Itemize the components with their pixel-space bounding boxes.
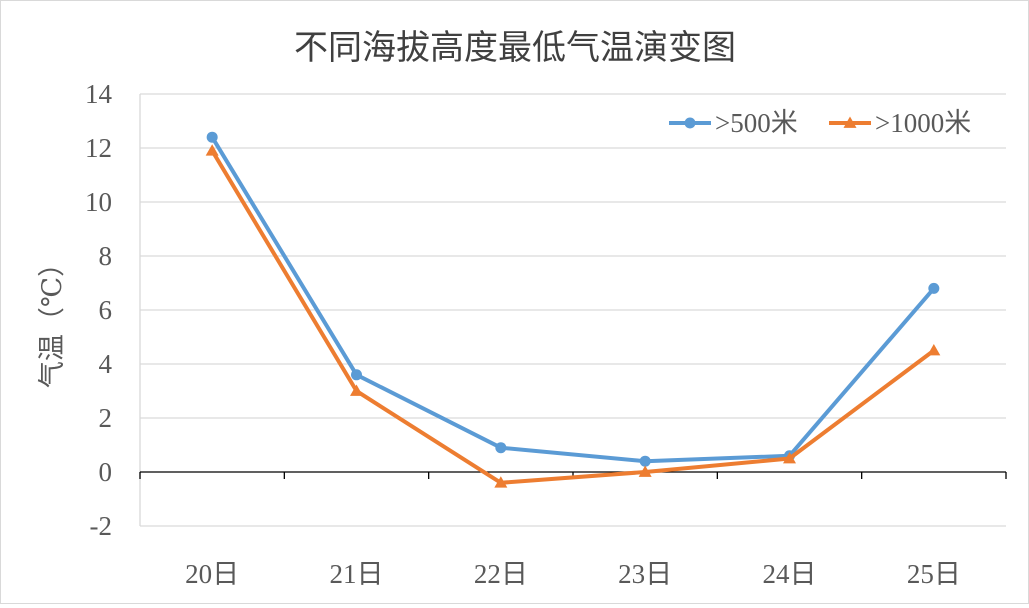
data-point xyxy=(495,442,507,454)
series-line xyxy=(210,148,936,485)
data-point xyxy=(205,144,219,156)
x-tick-label: 23日 xyxy=(618,559,672,589)
data-point xyxy=(206,131,218,143)
y-tick-label: 0 xyxy=(99,457,113,487)
data-point xyxy=(927,344,941,356)
data-point xyxy=(350,384,363,396)
data-point xyxy=(494,476,508,488)
y-tick-label: 8 xyxy=(99,241,113,271)
x-tick-label: 24日 xyxy=(763,559,817,589)
data-point xyxy=(639,455,651,467)
legend: >500米 >1000米 xyxy=(669,108,971,138)
data-point xyxy=(638,465,652,477)
chart-title: 不同海拔高度最低气温演变图 xyxy=(294,29,736,67)
x-tick-label: 22日 xyxy=(474,559,528,589)
series-layer xyxy=(205,131,941,488)
y-tick-label: 10 xyxy=(85,187,112,217)
series-line xyxy=(210,135,936,464)
x-tick-label: 21日 xyxy=(330,559,384,589)
y-axis-label: 气温（℃） xyxy=(37,250,67,388)
data-point xyxy=(783,452,796,464)
gridlines xyxy=(140,93,1006,527)
legend-marker xyxy=(684,117,696,129)
x-tick-label: 25日 xyxy=(907,559,961,589)
legend-label: >500米 xyxy=(715,108,798,138)
legend-item-2: >1000米 xyxy=(829,108,971,138)
axes: -2 0 2 4 6 8 10 12 14 20日 21日 22日 23日 24日 25日 xyxy=(85,79,1007,589)
legend-marker xyxy=(843,116,857,128)
y-tick-label: -2 xyxy=(90,511,113,541)
y-tick-label: 2 xyxy=(99,403,113,433)
series-1 xyxy=(206,131,940,467)
y-tick-label: 6 xyxy=(99,295,113,325)
legend-item-1: >500米 xyxy=(669,108,798,138)
y-tick-label: 12 xyxy=(85,133,112,163)
y-tick-label: 14 xyxy=(85,79,113,109)
x-tick-label: 20日 xyxy=(185,559,239,589)
y-tick-label: 4 xyxy=(99,349,113,379)
data-point xyxy=(351,369,362,381)
legend-label: >1000米 xyxy=(875,108,971,138)
series-2 xyxy=(205,144,941,488)
data-point xyxy=(928,282,940,294)
